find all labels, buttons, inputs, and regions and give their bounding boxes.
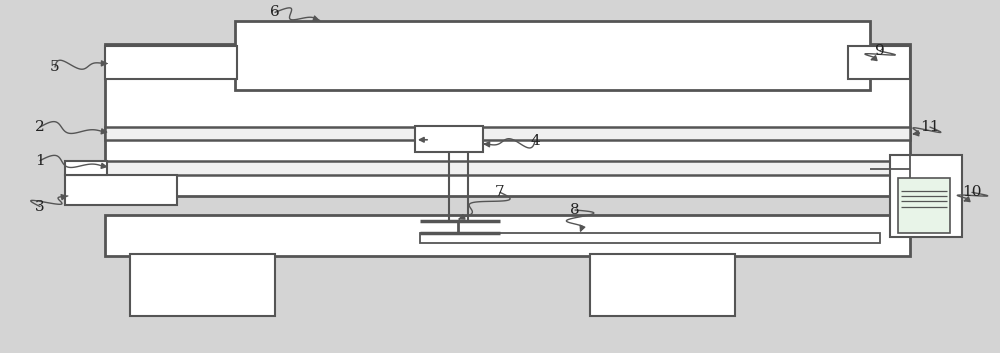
Text: 8: 8 — [570, 203, 580, 217]
Bar — [105, 127, 910, 140]
Text: 2: 2 — [35, 120, 45, 134]
Text: 7: 7 — [495, 185, 505, 199]
Bar — [890, 155, 962, 237]
Bar — [848, 46, 910, 79]
Bar — [105, 161, 910, 175]
Text: 6: 6 — [270, 5, 280, 19]
Text: 5: 5 — [50, 60, 60, 74]
Bar — [105, 44, 910, 196]
Bar — [415, 126, 483, 152]
Text: 9: 9 — [875, 44, 885, 58]
Bar — [130, 254, 275, 316]
Bar — [420, 233, 880, 243]
Bar — [105, 215, 910, 256]
Text: 10: 10 — [962, 185, 982, 199]
Bar — [65, 161, 107, 175]
Bar — [235, 21, 870, 90]
Text: 1: 1 — [35, 154, 45, 168]
Bar — [898, 178, 950, 233]
Text: 4: 4 — [530, 134, 540, 148]
Bar — [65, 175, 177, 205]
Bar — [590, 254, 735, 316]
Bar — [105, 46, 237, 79]
Text: 3: 3 — [35, 199, 45, 214]
Text: 11: 11 — [920, 120, 940, 134]
